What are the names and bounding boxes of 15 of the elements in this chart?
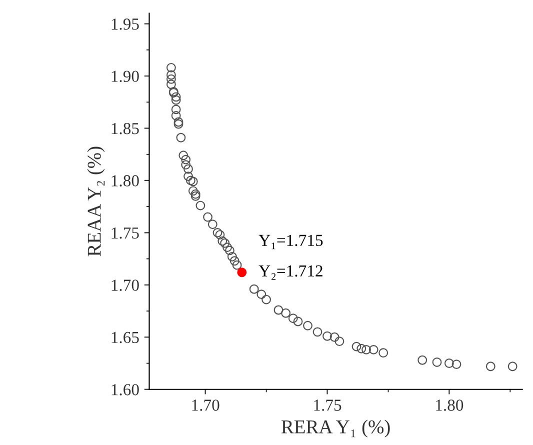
y-axis-title: REAA Y₂ (%) <box>87 146 105 256</box>
y-tick-label: 1.95 <box>112 18 139 30</box>
y-tick-label: 1.65 <box>112 332 139 344</box>
x-tick-label: 1.75 <box>314 400 342 411</box>
x-axis-title: RERA Y₁ (%) <box>281 420 390 438</box>
annotation: Y₁=1.715 <box>258 234 323 250</box>
x-tick-label: 1.70 <box>192 400 220 411</box>
x-tick-label: 1.80 <box>436 400 464 411</box>
y-tick-label: 1.70 <box>112 280 139 291</box>
y-tick-label: 1.85 <box>112 122 139 134</box>
annotation: Y₂=1.712 <box>258 265 322 280</box>
y-tick-label: 1.75 <box>112 227 139 239</box>
y-tick-label: 1.90 <box>112 70 139 82</box>
y-tick-label: 1.80 <box>112 175 139 186</box>
y-tick-label: 1.60 <box>112 384 139 396</box>
